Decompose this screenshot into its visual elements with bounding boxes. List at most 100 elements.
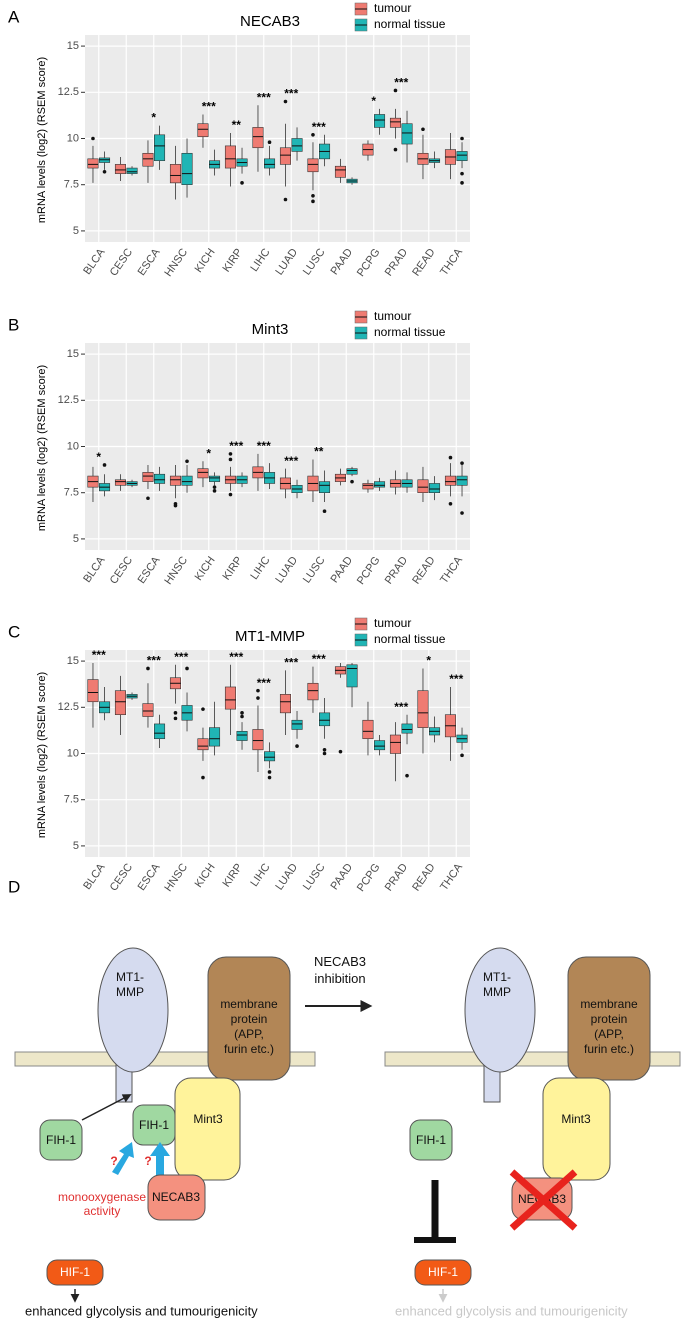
hif1-label: HIF-1: [60, 1265, 90, 1279]
box: [334, 165, 346, 178]
box: [346, 664, 358, 688]
x-tick-label: LUAD: [273, 246, 300, 277]
hif1-label: HIF-1: [428, 1265, 458, 1279]
significance: ***: [174, 650, 188, 664]
y-tick-label: 12.5: [58, 394, 79, 406]
cross: [509, 1169, 578, 1231]
outlier: [102, 463, 107, 467]
outlier: [405, 773, 409, 778]
outlier: [311, 199, 315, 204]
significance: ***: [257, 676, 271, 690]
box: [169, 164, 181, 184]
outlier: [295, 744, 299, 748]
significance: *: [206, 446, 211, 460]
fih1-label: FIH-1: [139, 1118, 169, 1132]
box: [181, 475, 193, 486]
fih1-bound: [132, 1104, 176, 1146]
significance: *: [371, 94, 376, 108]
outlier: [460, 753, 464, 758]
significance: ***: [257, 90, 271, 104]
panel-label: C: [8, 622, 20, 641]
legend-label: tumour: [374, 309, 411, 323]
significance: ***: [284, 87, 298, 101]
membrane-protein: [567, 956, 651, 1081]
membrane-protein-label: membrane protein (APP, furin etc.): [580, 997, 638, 1056]
y-tick-label: 12.5: [58, 701, 79, 713]
blue-arrow: [112, 1142, 134, 1175]
y-tick-label: 10: [67, 747, 79, 759]
box: [142, 152, 154, 167]
x-tick-label: PRAD: [383, 246, 410, 278]
x-tick-label: READ: [410, 246, 437, 278]
y-axis-label: mRNA levels (log2) (RSEM score): [36, 57, 48, 223]
outlier: [338, 749, 343, 754]
y-axis-label: mRNA levels (log2) (RSEM score): [36, 365, 48, 531]
box: [346, 468, 358, 475]
significance: *: [96, 450, 101, 464]
outlier: [322, 751, 327, 756]
box: [209, 475, 221, 482]
mt1-mmp-label: MT1-MMP: [483, 970, 511, 999]
outlier: [283, 197, 288, 202]
question-mark: ?: [144, 1154, 151, 1168]
box: [291, 138, 303, 152]
outlier: [240, 181, 244, 185]
outcome-label: enhanced glycolysis and tumourigenicity: [25, 1303, 258, 1318]
x-tick-label: ESCA: [136, 554, 163, 586]
y-tick-label: 15: [67, 655, 79, 667]
hif1: [46, 1259, 104, 1286]
outlier: [91, 136, 95, 141]
box: [456, 151, 468, 161]
y-tick-label: 5: [73, 840, 79, 852]
box: [318, 481, 331, 494]
panel-label: B: [8, 315, 19, 334]
box: [224, 686, 236, 710]
x-tick-label: PCPG: [355, 247, 383, 279]
box: [263, 158, 276, 169]
box: [389, 117, 401, 128]
box: [224, 145, 236, 169]
box: [417, 479, 429, 494]
x-tick-label: THCA: [438, 554, 465, 586]
outlier: [146, 666, 150, 671]
box: [307, 158, 319, 173]
mint3: [174, 1077, 241, 1181]
box: [456, 475, 468, 486]
box: [373, 481, 386, 488]
x-tick-label: HNSC: [162, 554, 190, 586]
outlier: [212, 485, 217, 489]
box: [142, 472, 154, 482]
outlier: [201, 775, 205, 780]
box: [307, 682, 319, 701]
box: [114, 690, 126, 715]
box: [209, 727, 221, 747]
y-tick-label: 7.5: [64, 487, 79, 499]
significance: ***: [202, 100, 216, 114]
x-tick-label: CESC: [108, 861, 135, 893]
box: [114, 164, 126, 174]
x-tick-label: KIRP: [221, 247, 246, 275]
significance: ***: [92, 648, 106, 662]
necab3-label: NECAB3: [152, 1190, 200, 1204]
x-tick-label: PCPG: [355, 555, 383, 587]
outlier: [173, 711, 178, 715]
x-tick-label: THCA: [438, 861, 465, 893]
box: [362, 483, 374, 490]
x-tick-label: THCA: [438, 246, 465, 278]
significance: *: [426, 654, 431, 668]
x-tick-label: LIHC: [248, 554, 272, 581]
outlier: [228, 452, 233, 456]
x-tick-label: LUAD: [273, 554, 300, 585]
x-tick-label: LIHC: [248, 861, 272, 888]
legend-label: normal tissue: [374, 17, 446, 31]
x-tick-label: KICH: [193, 554, 218, 582]
legend-label: tumour: [374, 616, 411, 630]
monooxygenase-label: monooxygenase activity: [58, 1190, 146, 1218]
outlier: [393, 147, 398, 152]
outlier: [460, 171, 464, 176]
x-tick-label: PAAD: [329, 554, 356, 585]
outlier: [256, 688, 260, 693]
outlier: [173, 503, 178, 508]
significance: ***: [312, 652, 326, 666]
box: [373, 740, 386, 751]
